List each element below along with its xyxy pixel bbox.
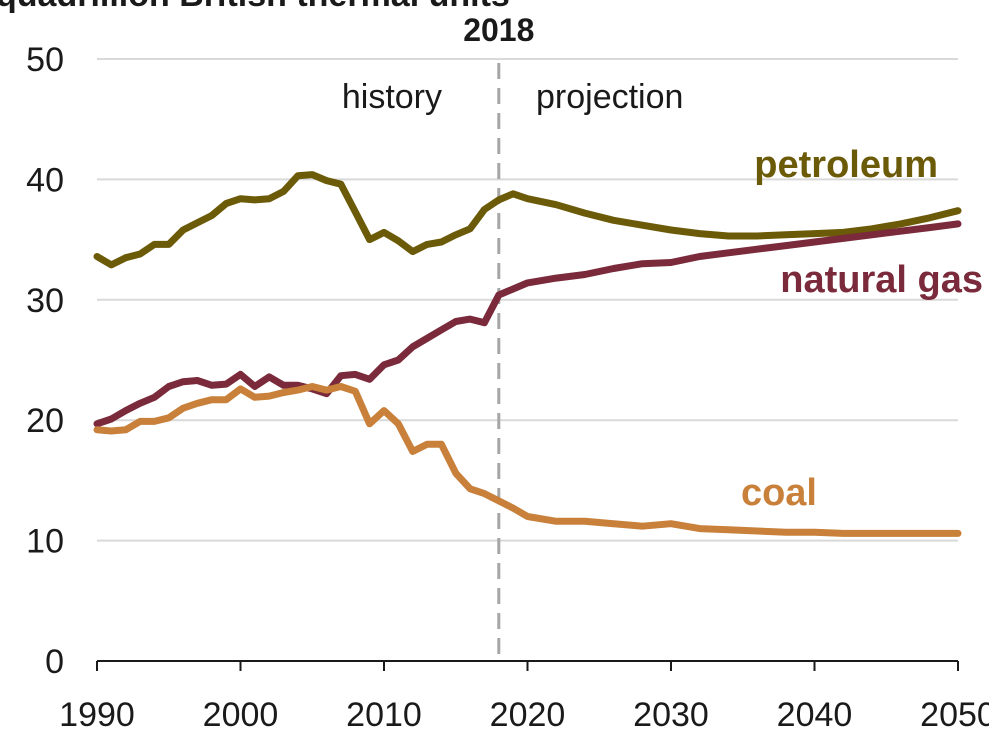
divider-year-label: 2018 [463, 12, 534, 48]
gridlines [97, 58, 958, 542]
x-tick-label: 2010 [346, 696, 422, 729]
y-tick-label: 50 [26, 41, 64, 79]
x-tick-label: 2030 [633, 696, 709, 729]
series-label-petroleum: petroleum [754, 144, 938, 186]
y-tick-label: 0 [45, 643, 64, 681]
series-line-petroleum [93, 171, 962, 269]
x-tick-label: 2020 [490, 696, 566, 729]
projection-label: projection [536, 78, 683, 116]
y-tick-label: 40 [26, 161, 64, 199]
series-line-coal [93, 383, 962, 537]
series-line-natural-gas [93, 220, 962, 428]
y-tick-label: 30 [26, 282, 64, 320]
series-label-natural-gas: natural gas [780, 259, 983, 301]
y-axis: 0 10 20 30 40 50 [26, 41, 64, 681]
series-label-coal: coal [741, 472, 817, 514]
projection-divider: 2018 history projection [342, 12, 683, 661]
x-tick-label: 2050 [920, 696, 989, 729]
x-tick-label: 2000 [203, 696, 279, 729]
history-label: history [342, 78, 442, 116]
series-lines [93, 171, 962, 537]
x-tick-label: 2040 [777, 696, 853, 729]
x-tick-label: 1990 [59, 696, 135, 729]
unit-label: quadrillion British thermal units [0, 0, 510, 14]
y-tick-label: 10 [26, 523, 64, 561]
y-tick-label: 20 [26, 402, 64, 440]
series-labels: petroleum natural gas coal [741, 144, 983, 514]
x-axis: 1990 2000 2010 2020 2030 2040 2050 [59, 660, 989, 729]
